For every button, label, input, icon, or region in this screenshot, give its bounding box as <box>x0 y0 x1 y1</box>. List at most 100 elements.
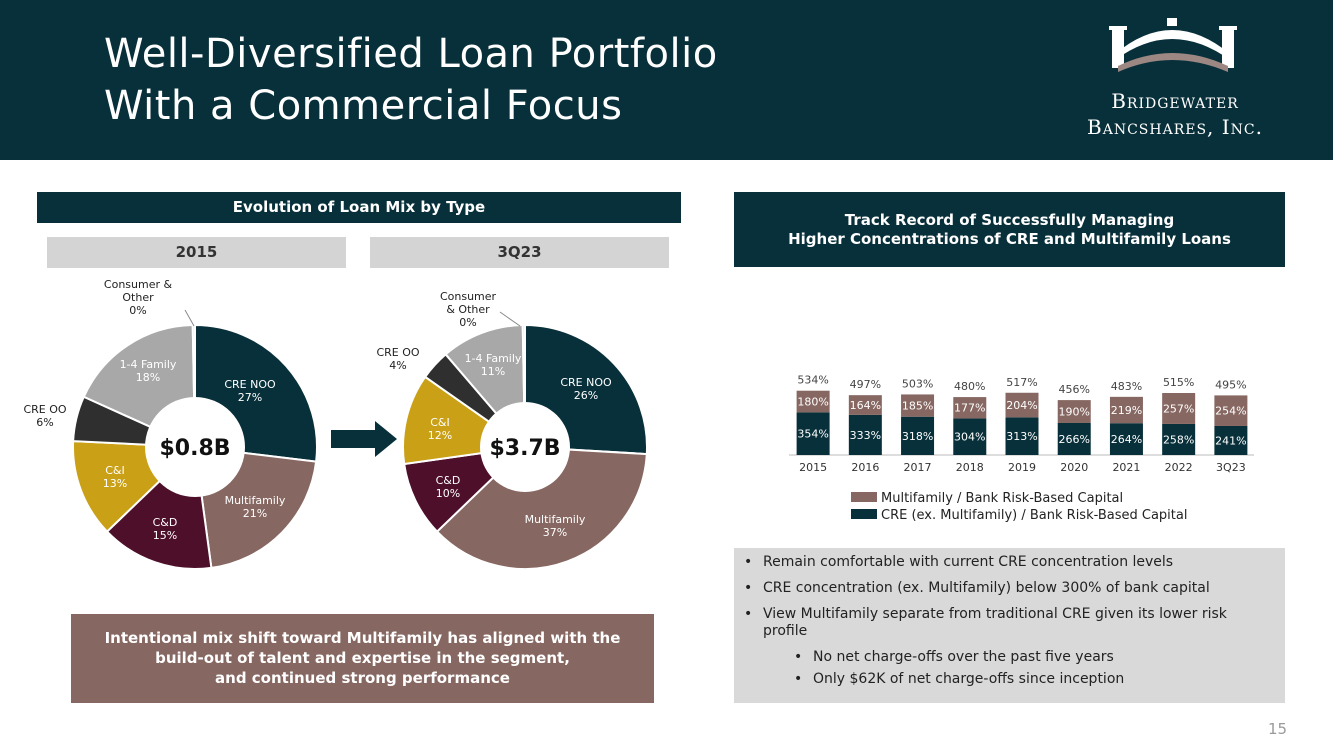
bar-total-label: 503% <box>902 377 933 390</box>
page-title: Well-Diversified Loan Portfolio With a C… <box>104 28 718 132</box>
bar-data-label: 264% <box>1111 433 1142 446</box>
bar-segment-multifamily <box>953 397 987 419</box>
bullet-item: CRE concentration (ex. Multifamily) belo… <box>734 580 1285 597</box>
track-record-line-2: Higher Concentrations of CRE and Multifa… <box>788 230 1231 248</box>
logo-text-line-2: Bancshares, Inc. <box>1087 115 1263 139</box>
pie-chart-2015: $0.8B CRE NOO 27% Multifamily 21% C&D 15% C&I 13… <box>23 278 318 570</box>
pie-chart-3q23: $3.7B CRE NOO 26% Multifamily 37% C&D 10% C&I 12… <box>376 290 648 570</box>
bar-segment-multifamily <box>1057 400 1091 423</box>
bar-data-label: 333% <box>850 429 881 442</box>
track-record-line-1: Track Record of Successfully Managing <box>844 211 1175 229</box>
pie-label-cre-noo: CRE NOO 27% <box>224 378 276 404</box>
pie-center-hole <box>145 397 245 497</box>
pie-label-multifamily: Multifamily 21% <box>225 494 286 520</box>
bar-segment-multifamily <box>1005 392 1039 418</box>
x-tick-label: 3Q23 <box>1216 461 1246 474</box>
x-tick-label: 2021 <box>1112 461 1140 474</box>
bar-chart-legend: Multifamily / Bank Risk-Based Capital CR… <box>851 490 1187 524</box>
bar-total-label: 480% <box>954 380 985 393</box>
x-tick-label: 2022 <box>1165 461 1193 474</box>
cre-concentration-bar-chart: 354% 180% 534% 2015 333% 164% 497% 2016 318% 185%… <box>789 374 1254 474</box>
bar-total-label: 534% <box>797 374 828 387</box>
pie-label-cre-oo: CRE OO 6% <box>23 403 66 429</box>
bar-data-label: 318% <box>902 430 933 443</box>
legend-label-multifamily: Multifamily / Bank Risk-Based Capital <box>881 491 1124 506</box>
right-arrow-icon <box>331 421 397 457</box>
pie-label-1-4-family: 1-4 Family 11% <box>465 352 522 378</box>
bar-segment-cre <box>901 416 935 455</box>
bar-data-label: 204% <box>1006 399 1037 412</box>
pie-label-c-d: C&D 15% <box>153 516 178 542</box>
bar-segment-cre <box>1005 417 1039 455</box>
legend-item-multifamily: Multifamily / Bank Risk-Based Capital <box>851 490 1187 507</box>
bar-segment-cre <box>796 412 830 455</box>
bar-segment-multifamily <box>1109 396 1143 424</box>
pie-label-consumer-other: Consumer & Other 0% <box>440 290 497 329</box>
bullet-item: View Multifamily separate from tradition… <box>734 606 1285 640</box>
bar-data-label: 241% <box>1215 434 1246 447</box>
bridge-logo-icon <box>1109 18 1237 72</box>
legend-swatch-cre <box>851 509 877 519</box>
bar-data-label: 313% <box>1006 430 1037 443</box>
sub-bullet-item: No net charge-offs over the past five ye… <box>734 649 1285 666</box>
bar-total-label: 495% <box>1215 378 1246 391</box>
bar-total-label: 483% <box>1111 380 1142 393</box>
pie-leader-line <box>184 309 195 327</box>
bar-segment-cre <box>1162 423 1196 455</box>
bar-data-label: 164% <box>850 399 881 412</box>
bar-segment-multifamily <box>1162 392 1196 424</box>
bar-data-label: 219% <box>1111 404 1142 417</box>
bar-segment-multifamily <box>848 395 882 415</box>
pie-center-hole <box>480 402 570 492</box>
pie-label-1-4-family: 1-4 Family 18% <box>120 358 177 384</box>
callout-line-2: build-out of talent and expertise in the… <box>155 649 570 667</box>
pie-center-label: $3.7B <box>489 436 560 461</box>
bar-data-label: 257% <box>1163 402 1194 415</box>
bar-data-label: 177% <box>954 402 985 415</box>
bar-total-label: 497% <box>850 378 881 391</box>
bar-total-label: 515% <box>1163 376 1194 389</box>
bar-data-label: 266% <box>1058 433 1089 446</box>
callout-line-1: Intentional mix shift toward Multifamily… <box>104 629 621 647</box>
bar-data-label: 185% <box>902 400 933 413</box>
pie-label-cre-oo: CRE OO 4% <box>376 346 419 372</box>
bar-data-label: 180% <box>797 396 828 409</box>
bar-data-label: 258% <box>1163 433 1194 446</box>
pie-leader-line <box>499 311 521 327</box>
logo-text-line-1: Bridgewater <box>1111 89 1239 113</box>
pie-center-label: $0.8B <box>159 436 230 461</box>
bar-total-label: 456% <box>1058 383 1089 396</box>
pie-label-cre-noo: CRE NOO 26% <box>560 376 612 402</box>
header-bar: Well-Diversified Loan Portfolio With a C… <box>0 0 1333 160</box>
bar-segment-cre <box>848 414 882 455</box>
bar-data-label: 304% <box>954 431 985 444</box>
bar-total-label: 517% <box>1006 376 1037 389</box>
pie-2015-title: 2015 <box>47 237 346 268</box>
title-line-1: Well-Diversified Loan Portfolio <box>104 31 718 77</box>
bar-data-label: 354% <box>797 428 828 441</box>
x-tick-label: 2018 <box>956 461 984 474</box>
page-number: 15 <box>1268 720 1288 738</box>
mix-shift-callout: Intentional mix shift toward Multifamily… <box>71 614 654 703</box>
legend-item-cre: CRE (ex. Multifamily) / Bank Risk-Based … <box>851 507 1187 524</box>
pie-label-consumer-other: Consumer & Other 0% <box>104 278 173 317</box>
bar-segment-multifamily <box>1214 395 1248 426</box>
loan-mix-banner: Evolution of Loan Mix by Type <box>37 192 681 223</box>
pie-label-c-i: C&I 13% <box>103 464 127 490</box>
pie-slice-multifamily <box>435 445 648 570</box>
x-tick-label: 2015 <box>799 461 827 474</box>
x-tick-label: 2019 <box>1008 461 1036 474</box>
pie-label-c-i: C&I 12% <box>428 416 452 442</box>
title-line-2: With a Commercial Focus <box>104 83 623 129</box>
bullet-item: Remain comfortable with current CRE conc… <box>734 554 1285 571</box>
company-logo: Bridgewater Bancshares, Inc. <box>1060 14 1290 146</box>
legend-swatch-multifamily <box>851 492 877 502</box>
pie-label-c-d: C&D 10% <box>436 474 461 500</box>
bar-segment-multifamily <box>796 390 830 413</box>
bar-data-label: 190% <box>1058 406 1089 419</box>
legend-label-cre: CRE (ex. Multifamily) / Bank Risk-Based … <box>881 508 1188 523</box>
track-record-banner: Track Record of Successfully Managing Hi… <box>734 192 1285 267</box>
sub-bullet-item: Only $62K of net charge-offs since incep… <box>734 671 1285 688</box>
bar-segment-multifamily <box>901 394 935 417</box>
bar-segment-cre <box>1057 422 1091 455</box>
